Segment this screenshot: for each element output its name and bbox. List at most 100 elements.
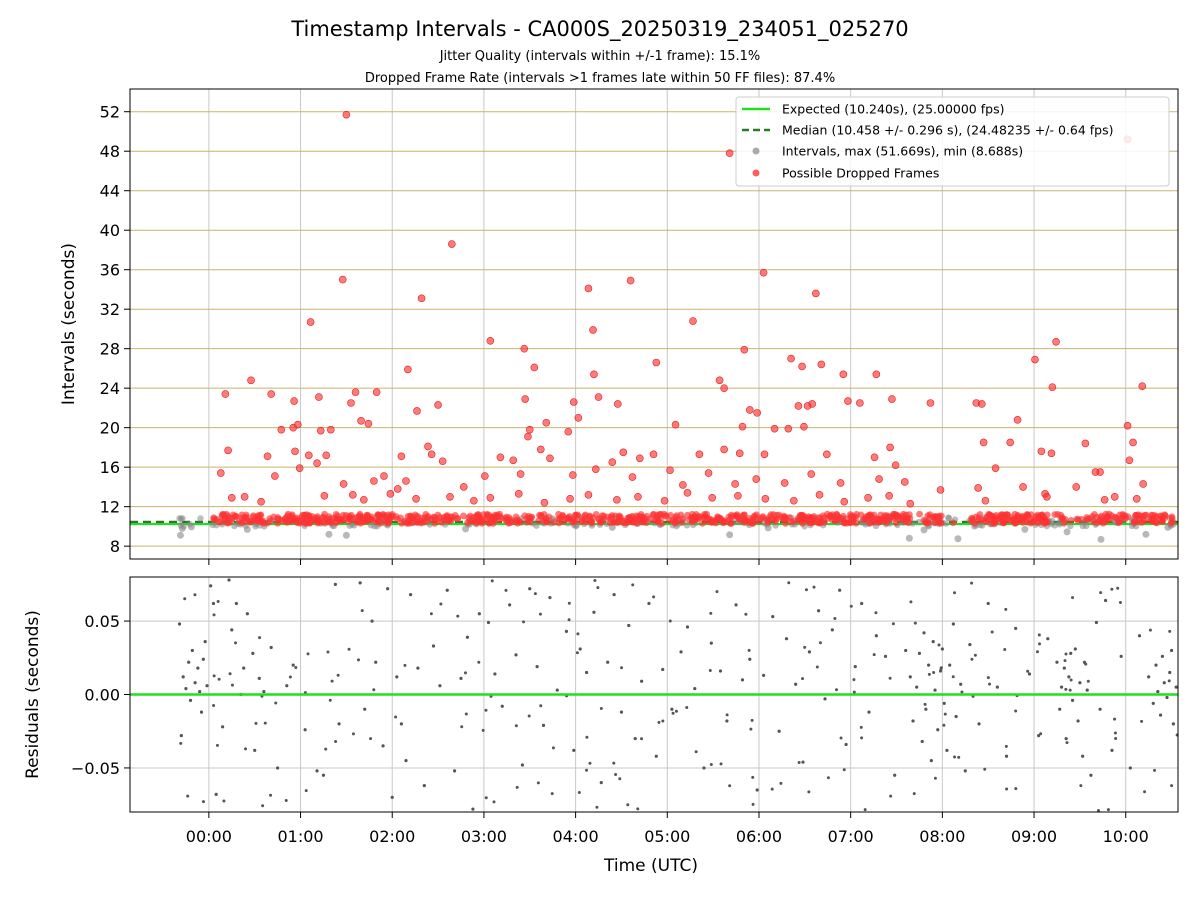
- residual-point-39: [370, 619, 374, 623]
- residual-point-118: [917, 651, 922, 655]
- residual-point-76: [612, 593, 616, 597]
- residual-texture-point: [324, 747, 328, 751]
- residual-texture-point: [490, 579, 494, 583]
- dropped-point-58: [1123, 421, 1132, 430]
- dropped-band-point: [607, 513, 615, 521]
- dropped-point-27: [247, 376, 255, 385]
- residual-texture-point: [715, 590, 719, 594]
- dropped-point-64: [357, 416, 365, 425]
- residual-point-106: [838, 588, 842, 592]
- dropped-band-point: [225, 519, 233, 527]
- residual-texture-point: [460, 725, 464, 729]
- dropped-point-96: [823, 450, 831, 459]
- residual-texture-point: [334, 739, 338, 743]
- dropped-band-point: [799, 514, 807, 522]
- interval-band-point: [1079, 522, 1087, 530]
- residual-texture-point: [575, 651, 579, 655]
- dropped-band-point: [377, 519, 385, 527]
- residual-point-70: [572, 748, 576, 752]
- residual-texture-point: [179, 741, 183, 745]
- interval-point-10: [243, 525, 251, 533]
- residual-texture-point: [1167, 679, 1171, 683]
- dropped-point-68: [564, 427, 573, 436]
- dropped-band-point: [313, 516, 320, 524]
- intervals-y-tick-label-4: 24: [100, 379, 120, 398]
- dropped-band-point: [642, 519, 650, 527]
- residual-point-71: [578, 647, 582, 651]
- dropped-point-25: [839, 370, 848, 379]
- dropped-band-point: [833, 510, 841, 518]
- interval-band-point: [177, 515, 185, 523]
- residual-texture-point: [932, 671, 936, 675]
- residual-point-34: [321, 773, 326, 777]
- residual-texture-point: [538, 612, 542, 616]
- dropped-point-114: [459, 483, 468, 491]
- residual-point-74: [599, 781, 603, 785]
- interval-point-0: [176, 531, 184, 539]
- dropped-band-point: [1078, 516, 1085, 523]
- residual-point-150: [1067, 675, 1071, 679]
- residual-point-36: [337, 722, 341, 726]
- residual-texture-point: [804, 588, 808, 592]
- dropped-band-point: [808, 519, 816, 527]
- residual-point-117: [915, 685, 919, 689]
- residual-texture-point: [614, 772, 618, 776]
- residual-texture-point: [983, 767, 987, 771]
- dropped-band-point: [445, 517, 453, 525]
- dropped-band-point: [1122, 514, 1130, 522]
- residual-texture-point: [439, 602, 443, 606]
- residual-texture-point: [360, 609, 364, 613]
- dropped-point-28: [715, 376, 724, 385]
- dropped-point-45: [977, 400, 986, 408]
- residual-texture-point: [957, 755, 961, 759]
- residual-texture-point: [839, 736, 843, 740]
- dropped-band-point: [708, 518, 716, 526]
- residual-point-25: [253, 748, 257, 752]
- interval-point-13: [764, 524, 772, 532]
- residual-texture-point: [970, 581, 974, 585]
- residual-texture-point: [913, 621, 917, 625]
- dropped-band-point: [414, 518, 421, 526]
- dropped-band-point: [535, 517, 543, 525]
- residual-point-45: [399, 722, 403, 726]
- residual-point-128: [940, 647, 944, 651]
- dropped-point-84: [424, 442, 432, 451]
- residual-point-102: [807, 650, 812, 654]
- intervals-y-tick-label-10: 48: [100, 142, 120, 161]
- residual-point-62: [514, 653, 518, 657]
- residual-texture-point: [492, 800, 496, 804]
- time-x-tick-label-3: 03:00: [461, 827, 507, 846]
- dropped-band-point: [1096, 518, 1104, 525]
- time-x-tick-label-7: 07:00: [828, 827, 874, 846]
- dropped-point-70: [738, 422, 747, 431]
- dropped-point-22: [652, 358, 661, 367]
- residual-texture-point: [751, 802, 755, 806]
- dropped-point-86: [496, 453, 505, 462]
- intervals-y-tick-label-8: 40: [100, 221, 120, 240]
- residual-point-145: [1055, 660, 1059, 664]
- residual-point-90: [718, 669, 723, 673]
- dropped-point-39: [613, 400, 622, 408]
- residual-texture-point: [747, 648, 751, 652]
- residual-texture-point: [215, 743, 219, 747]
- dropped-point-85: [427, 450, 436, 459]
- dropped-point-143: [240, 492, 249, 501]
- residual-texture-point: [263, 721, 267, 725]
- dropped-band-point: [1132, 511, 1140, 519]
- residual-point-175: [1168, 670, 1172, 675]
- residual-texture-point: [797, 761, 801, 765]
- residual-texture-point: [577, 791, 581, 795]
- residual-point-13: [205, 684, 209, 688]
- residual-texture-point: [889, 794, 893, 798]
- residual-texture-point: [527, 714, 531, 718]
- residuals-y-tick-label-1: 0.00: [84, 686, 120, 705]
- residual-point-87: [693, 687, 697, 691]
- residual-point-152: [1070, 698, 1075, 702]
- residual-texture-point: [217, 677, 221, 681]
- residual-point-61: [507, 603, 512, 607]
- residual-point-26: [257, 676, 261, 680]
- residual-texture-point: [1118, 601, 1122, 605]
- residual-point-92: [734, 603, 738, 607]
- residual-point-105: [830, 628, 834, 632]
- residual-texture-point: [212, 613, 216, 617]
